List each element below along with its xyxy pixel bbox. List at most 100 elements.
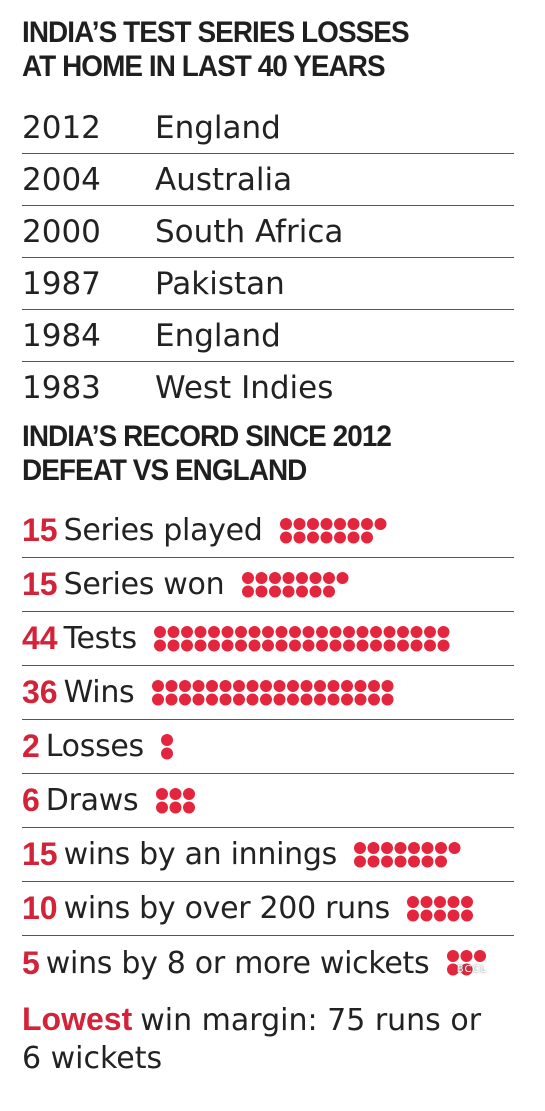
record-row: 44 Tests <box>22 612 514 666</box>
dot-mark <box>260 693 272 705</box>
dot-mark <box>420 909 433 921</box>
dot-mark <box>354 841 366 854</box>
record-value: 15 <box>22 512 58 548</box>
dot-mark <box>282 571 295 584</box>
dot-mark <box>323 585 335 597</box>
record-label: wins by an innings <box>63 837 338 872</box>
dot-mark <box>282 585 295 597</box>
dot-mark <box>381 855 393 867</box>
dot-mark <box>461 909 473 921</box>
dot-mark <box>262 639 274 651</box>
dot-pictogram <box>242 571 349 597</box>
dot-mark <box>183 801 195 813</box>
loss-year: 2012 <box>22 109 101 146</box>
record-label: Wins <box>63 675 135 710</box>
dot-mark <box>167 625 180 638</box>
dot-pictogram <box>280 517 387 543</box>
dot-mark <box>334 517 346 530</box>
dot-mark <box>316 639 328 651</box>
dot-pictogram <box>354 841 461 867</box>
loss-row: 2004 Australia <box>22 154 514 206</box>
loss-year: 1983 <box>22 370 101 406</box>
loss-team: South Africa <box>155 213 344 250</box>
dot-mark <box>408 855 420 867</box>
record-row: 15 wins by an innings <box>22 828 514 882</box>
dot-mark <box>169 801 182 813</box>
dot-mark <box>307 531 319 543</box>
record-value: 44 <box>22 620 58 656</box>
dot-mark <box>260 679 272 692</box>
dot-mark <box>235 639 247 651</box>
dot-mark <box>397 639 409 651</box>
dot-mark <box>255 571 268 584</box>
loss-team: West Indies <box>155 370 334 406</box>
dot-mark <box>447 895 460 908</box>
dot-mark <box>246 679 259 692</box>
losses-title: INDIA’S TEST SERIES LOSSES AT HOME IN LA… <box>22 16 410 84</box>
dot-mark <box>208 625 220 638</box>
dot-mark <box>248 639 261 651</box>
record-value: 2 <box>22 728 40 764</box>
record-row: 2 Losses <box>22 720 514 774</box>
loss-team: England <box>155 317 281 354</box>
dot-mark <box>302 639 315 651</box>
dot-mark <box>300 693 313 705</box>
dot-mark <box>437 639 450 651</box>
dot-mark <box>242 585 254 597</box>
loss-row: 1984 England <box>22 310 514 362</box>
lowest-highlight: Lowest <box>22 1001 133 1037</box>
dot-mark <box>269 571 281 584</box>
dot-mark <box>296 571 308 584</box>
dot-mark <box>183 787 195 800</box>
dot-mark <box>255 585 268 597</box>
dot-mark <box>152 679 164 692</box>
dot-mark <box>208 639 220 651</box>
record-value: 15 <box>22 836 58 872</box>
dot-mark <box>289 625 301 638</box>
dot-mark <box>327 693 340 705</box>
dot-mark <box>242 571 254 584</box>
record-row: 15 Series won <box>22 558 514 612</box>
dot-mark <box>448 841 461 854</box>
record-label: Series won <box>63 567 225 602</box>
dot-mark <box>320 517 333 530</box>
dot-mark <box>410 639 423 651</box>
dot-mark <box>273 679 286 692</box>
dot-mark <box>341 693 353 705</box>
dot-mark <box>309 585 322 597</box>
dot-mark <box>273 693 286 705</box>
dot-mark <box>474 949 486 962</box>
dot-mark <box>356 625 369 638</box>
record-row: 36 Wins <box>22 666 514 720</box>
dot-mark <box>289 639 301 651</box>
record-title-line-2: DEFEAT VS ENGLAND <box>22 454 307 487</box>
dot-mark <box>221 639 234 651</box>
dot-mark <box>179 679 191 692</box>
dot-mark <box>275 639 288 651</box>
dot-mark <box>235 625 247 638</box>
dot-mark <box>309 571 322 584</box>
dot-mark <box>381 693 394 705</box>
dot-mark <box>343 639 355 651</box>
dot-mark <box>293 531 306 543</box>
dot-mark <box>407 895 419 908</box>
dot-mark <box>152 693 164 705</box>
dot-mark <box>394 855 407 867</box>
loss-year: 2000 <box>22 213 101 250</box>
dot-mark <box>424 625 436 638</box>
loss-team: Australia <box>155 161 293 198</box>
dot-mark <box>383 639 396 651</box>
dot-mark <box>370 625 382 638</box>
dot-mark <box>397 625 409 638</box>
dot-mark <box>408 841 420 854</box>
dot-mark <box>154 639 166 651</box>
dot-mark <box>161 747 173 759</box>
dot-mark <box>367 841 380 854</box>
dot-mark <box>165 679 178 692</box>
dot-mark <box>354 693 367 705</box>
record-label: wins by 8 or more wickets <box>45 945 430 981</box>
dot-mark <box>262 625 274 638</box>
dot-mark <box>154 625 166 638</box>
dot-mark <box>354 855 366 867</box>
dot-pictogram <box>156 787 195 813</box>
